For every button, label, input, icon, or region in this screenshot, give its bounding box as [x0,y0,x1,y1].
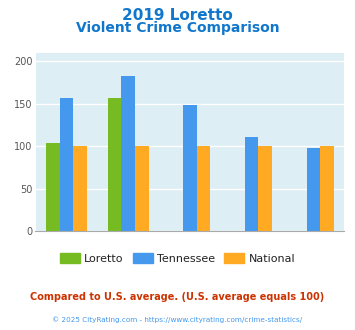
Legend: Loretto, Tennessee, National: Loretto, Tennessee, National [55,249,300,268]
Bar [197,146,210,231]
Text: 2019 Loretto: 2019 Loretto [122,8,233,23]
Bar [245,137,258,231]
Text: Violent Crime Comparison: Violent Crime Comparison [76,21,279,35]
Text: © 2025 CityRating.com - https://www.cityrating.com/crime-statistics/: © 2025 CityRating.com - https://www.city… [53,317,302,323]
Text: Compared to U.S. average. (U.S. average equals 100): Compared to U.S. average. (U.S. average … [31,292,324,302]
Bar [183,105,197,231]
Bar [46,143,60,231]
Bar [60,98,73,231]
Bar [320,146,334,231]
Bar [121,76,135,231]
Bar [135,146,148,231]
Bar [307,148,320,231]
Bar [258,146,272,231]
Bar [73,146,87,231]
Bar [108,98,121,231]
